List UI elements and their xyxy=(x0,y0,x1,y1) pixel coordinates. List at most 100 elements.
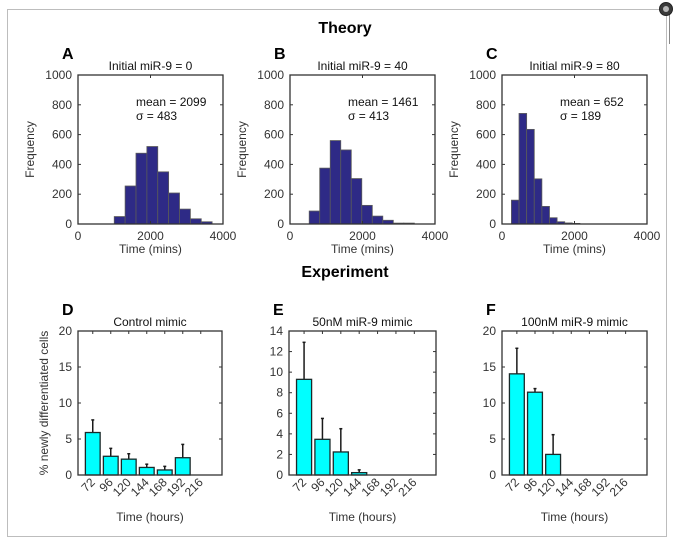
x-tick-label: 216 xyxy=(607,475,631,499)
y-axis-label: % newly differentiated cells xyxy=(37,331,51,476)
y-tick-label: 400 xyxy=(264,157,284,171)
y-tick-label: 1000 xyxy=(257,68,284,82)
y-tick-label: 600 xyxy=(264,128,284,142)
stats-annotation: σ = 483 xyxy=(136,109,177,123)
y-tick-label: 600 xyxy=(52,128,72,142)
plot-frame xyxy=(501,330,648,476)
x-axis-label: Time (hours) xyxy=(329,510,397,524)
y-axis-label: Frequency xyxy=(235,121,249,178)
y-tick-label: 400 xyxy=(52,157,72,171)
section-title-experiment: Experiment xyxy=(301,264,389,281)
x-tick-label: 2000 xyxy=(137,229,164,243)
y-tick-label: 1000 xyxy=(469,68,496,82)
panel-letter: E xyxy=(273,302,284,319)
panel-title: Control mimic xyxy=(113,315,186,329)
y-tick-label: 0 xyxy=(489,468,496,482)
y-tick-label: 14 xyxy=(270,324,284,338)
x-axis-label: Time (hours) xyxy=(116,510,184,524)
plot-frame xyxy=(77,330,223,476)
y-tick-label: 4 xyxy=(276,427,283,441)
x-axis-label: Time (mins) xyxy=(331,242,394,256)
y-tick-label: 0 xyxy=(65,217,72,231)
y-tick-label: 5 xyxy=(489,432,496,446)
histogram-bar xyxy=(526,128,535,225)
histogram-bar xyxy=(168,192,180,225)
section-title-theory: Theory xyxy=(318,20,371,37)
x-axis-label: Time (hours) xyxy=(541,510,609,524)
y-tick-label: 600 xyxy=(476,128,496,142)
stats-annotation: mean = 652 xyxy=(560,95,624,109)
figure-frame xyxy=(7,9,667,537)
magnifier-icon[interactable] xyxy=(659,2,673,16)
bar xyxy=(332,451,350,476)
histogram-bar xyxy=(146,146,159,225)
x-tick-label: 216 xyxy=(182,475,206,499)
plot-frame xyxy=(77,74,224,225)
plot-frame xyxy=(288,330,437,476)
y-tick-label: 5 xyxy=(65,432,72,446)
x-axis-label: Time (mins) xyxy=(543,242,606,256)
y-tick-label: 800 xyxy=(52,98,72,112)
x-tick-label: 72 xyxy=(503,475,523,495)
histogram-bar xyxy=(135,152,148,225)
y-tick-label: 10 xyxy=(270,365,284,379)
panel-letter: A xyxy=(62,46,74,63)
y-tick-label: 10 xyxy=(59,396,73,410)
panel-letter: D xyxy=(62,302,74,319)
histogram-bar xyxy=(124,185,137,225)
x-tick-label: 72 xyxy=(79,475,99,495)
panel-letter: F xyxy=(486,302,496,319)
panel-title: 100nM miR-9 mimic xyxy=(521,315,628,329)
y-tick-label: 15 xyxy=(483,360,497,374)
bar xyxy=(545,453,562,476)
histogram-bar xyxy=(189,218,202,225)
plot-frame xyxy=(289,74,436,225)
bar xyxy=(508,373,525,476)
y-tick-label: 6 xyxy=(276,406,283,420)
y-tick-label: 20 xyxy=(483,324,497,338)
histogram-bar xyxy=(350,178,363,225)
stats-annotation: σ = 413 xyxy=(348,109,389,123)
y-tick-label: 0 xyxy=(489,217,496,231)
histogram-bar xyxy=(319,167,331,225)
histogram-bar xyxy=(179,208,191,225)
x-tick-label: 2000 xyxy=(349,229,376,243)
y-tick-label: 200 xyxy=(52,187,72,201)
y-tick-label: 200 xyxy=(264,187,284,201)
histogram-bar xyxy=(308,210,321,225)
x-tick-label: 0 xyxy=(499,229,506,243)
bar xyxy=(156,469,173,476)
bar xyxy=(120,458,137,476)
panel-title: Initial miR-9 = 40 xyxy=(317,59,408,73)
x-tick-label: 4000 xyxy=(210,229,237,243)
stats-annotation: σ = 189 xyxy=(560,109,601,123)
histogram-bar xyxy=(541,206,550,225)
y-tick-label: 8 xyxy=(276,386,283,400)
y-tick-label: 20 xyxy=(59,324,73,338)
panel-title: Initial miR-9 = 80 xyxy=(529,59,620,73)
histogram-bar xyxy=(549,217,558,225)
histogram-bar xyxy=(371,215,384,225)
y-axis-label: Frequency xyxy=(23,121,37,178)
bar xyxy=(295,378,313,476)
panel-letter: B xyxy=(274,46,286,63)
bar xyxy=(174,457,191,476)
x-tick-label: 0 xyxy=(287,229,294,243)
histogram-bar xyxy=(361,204,373,225)
x-tick-label: 72 xyxy=(290,475,310,495)
histogram-bar xyxy=(340,149,352,225)
histogram-bar xyxy=(329,140,342,225)
y-tick-label: 0 xyxy=(276,468,283,482)
y-tick-label: 800 xyxy=(476,98,496,112)
y-tick-label: 800 xyxy=(264,98,284,112)
y-tick-label: 2 xyxy=(276,447,283,461)
y-axis-label: Frequency xyxy=(447,121,461,178)
plot-frame xyxy=(501,74,648,225)
histogram-bar xyxy=(518,113,528,225)
stats-annotation: mean = 1461 xyxy=(348,95,419,109)
